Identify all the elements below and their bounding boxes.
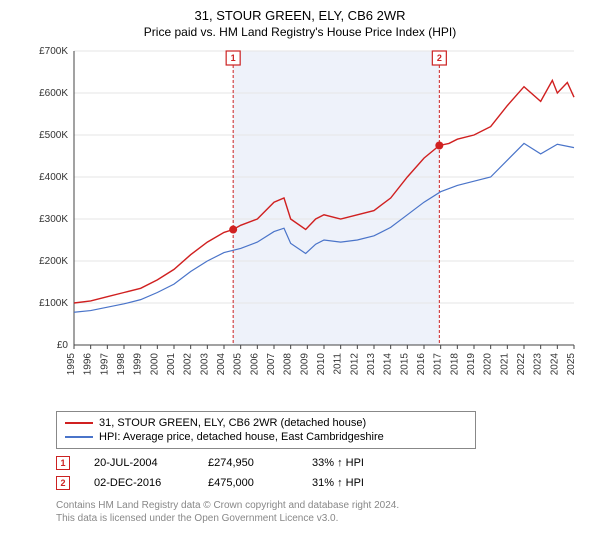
svg-text:2014: 2014 <box>383 353 394 376</box>
svg-text:£0: £0 <box>57 340 69 351</box>
svg-text:£600K: £600K <box>39 88 68 99</box>
sale-price: £475,000 <box>208 477 288 489</box>
svg-text:2020: 2020 <box>483 353 494 376</box>
sale-marker-num: 1 <box>60 458 65 468</box>
sale-price: £274,950 <box>208 457 288 469</box>
svg-text:1999: 1999 <box>133 353 144 376</box>
svg-text:1: 1 <box>231 53 236 63</box>
sale-marker: 2 <box>56 476 70 490</box>
svg-text:2024: 2024 <box>549 353 560 376</box>
svg-text:2017: 2017 <box>433 353 444 376</box>
svg-text:2006: 2006 <box>249 353 260 376</box>
svg-text:1995: 1995 <box>66 353 77 376</box>
chart-area: £0 £100K £200K £300K £400K £500K £600K £700K 199… <box>20 45 580 405</box>
sale-marker: 1 <box>56 456 70 470</box>
svg-text:2002: 2002 <box>183 353 194 376</box>
svg-text:£500K: £500K <box>39 130 68 141</box>
svg-text:£400K: £400K <box>39 172 68 183</box>
footer: Contains HM Land Registry data © Crown c… <box>56 499 590 525</box>
svg-text:2: 2 <box>437 53 442 63</box>
svg-text:2021: 2021 <box>499 353 510 376</box>
svg-text:2000: 2000 <box>149 353 160 376</box>
table-row: 1 20-JUL-2004 £274,950 33% ↑ HPI <box>56 453 590 473</box>
svg-text:2004: 2004 <box>216 353 227 376</box>
svg-text:2023: 2023 <box>533 353 544 376</box>
svg-text:1997: 1997 <box>99 353 110 376</box>
svg-text:2018: 2018 <box>449 353 460 376</box>
svg-text:2022: 2022 <box>516 353 527 376</box>
legend-swatch <box>65 436 93 438</box>
svg-text:1996: 1996 <box>83 353 94 376</box>
sale-pct: 31% ↑ HPI <box>312 477 364 489</box>
svg-text:£100K: £100K <box>39 298 68 309</box>
svg-text:2009: 2009 <box>299 353 310 376</box>
legend-label: HPI: Average price, detached house, East… <box>99 431 384 443</box>
svg-text:2025: 2025 <box>566 353 577 376</box>
svg-text:2015: 2015 <box>399 353 410 376</box>
svg-text:1998: 1998 <box>116 353 127 376</box>
legend: 31, STOUR GREEN, ELY, CB6 2WR (detached … <box>56 411 476 449</box>
svg-text:2005: 2005 <box>233 353 244 376</box>
svg-text:£200K: £200K <box>39 256 68 267</box>
sale-date: 02-DEC-2016 <box>94 477 184 489</box>
legend-label: 31, STOUR GREEN, ELY, CB6 2WR (detached … <box>99 417 366 429</box>
svg-text:2016: 2016 <box>416 353 427 376</box>
svg-text:2008: 2008 <box>283 353 294 376</box>
svg-text:£300K: £300K <box>39 214 68 225</box>
legend-item: HPI: Average price, detached house, East… <box>65 430 467 444</box>
sales-table: 1 20-JUL-2004 £274,950 33% ↑ HPI 2 02-DE… <box>56 453 590 493</box>
footer-line: This data is licensed under the Open Gov… <box>56 512 590 525</box>
page-subtitle: Price paid vs. HM Land Registry's House … <box>10 25 590 39</box>
legend-item: 31, STOUR GREEN, ELY, CB6 2WR (detached … <box>65 416 467 430</box>
sale-pct: 33% ↑ HPI <box>312 457 364 469</box>
svg-text:2010: 2010 <box>316 353 327 376</box>
page-title: 31, STOUR GREEN, ELY, CB6 2WR <box>10 8 590 23</box>
legend-swatch <box>65 422 93 424</box>
svg-text:2003: 2003 <box>199 353 210 376</box>
svg-text:2007: 2007 <box>266 353 277 376</box>
table-row: 2 02-DEC-2016 £475,000 31% ↑ HPI <box>56 473 590 493</box>
line-chart: £0 £100K £200K £300K £400K £500K £600K £700K 199… <box>20 45 580 405</box>
svg-text:2013: 2013 <box>366 353 377 376</box>
svg-text:2011: 2011 <box>333 353 344 375</box>
svg-text:2019: 2019 <box>466 353 477 376</box>
svg-text:2012: 2012 <box>349 353 360 376</box>
sale-marker-num: 2 <box>60 478 65 488</box>
footer-line: Contains HM Land Registry data © Crown c… <box>56 499 590 512</box>
svg-text:2001: 2001 <box>166 353 177 376</box>
sale-date: 20-JUL-2004 <box>94 457 184 469</box>
svg-text:£700K: £700K <box>39 46 68 57</box>
